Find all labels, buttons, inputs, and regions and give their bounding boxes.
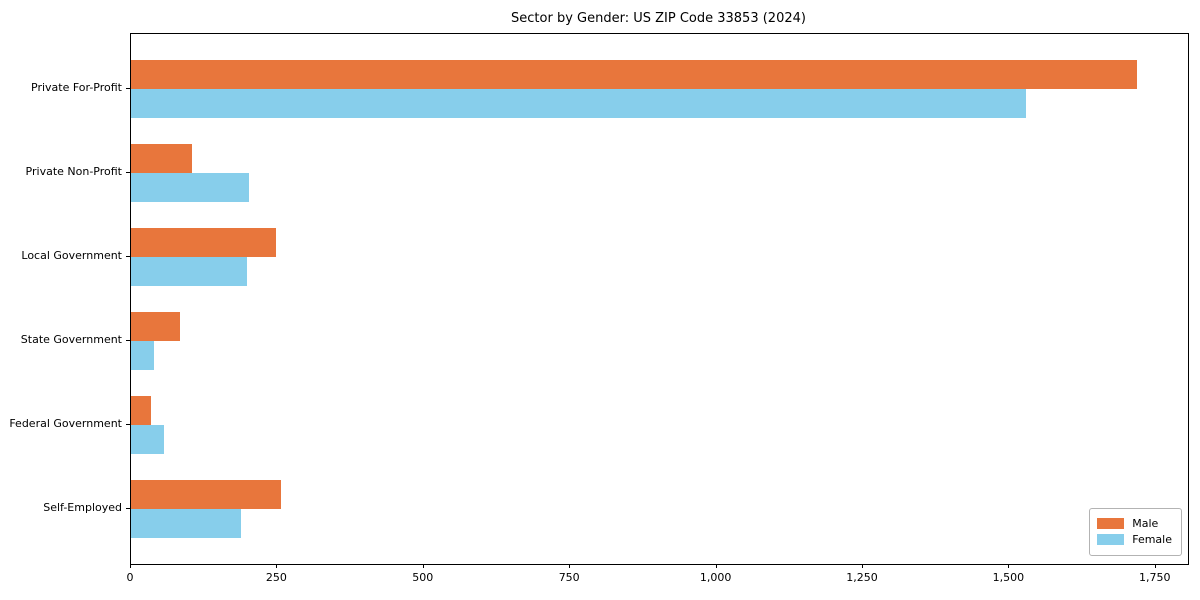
y-axis-label-federal-government: Federal Government [9, 417, 122, 431]
bar-female-local-government [131, 256, 247, 286]
x-tick-label: 750 [558, 571, 580, 584]
x-tick-label: 1,000 [699, 571, 732, 584]
x-tick-mark [1154, 564, 1156, 568]
x-tick-mark [422, 564, 424, 568]
bar-male-state-government [131, 311, 180, 341]
bar-male-private-non-profit [131, 143, 192, 173]
x-tick-mark [715, 564, 717, 568]
x-tick-mark [861, 564, 863, 568]
y-tick-mark [126, 507, 130, 509]
legend: Male Female [1089, 508, 1182, 556]
x-tick-mark [130, 564, 131, 568]
y-axis-label-private-for-profit: Private For-Profit [31, 81, 122, 95]
y-tick-mark [126, 339, 130, 341]
x-tick-mark [1008, 564, 1010, 568]
x-tick-label: 0 [126, 571, 134, 584]
y-axis-label-local-government: Local Government [21, 249, 122, 263]
legend-label-female: Female [1132, 533, 1172, 546]
bar-female-self-employed [131, 508, 241, 538]
legend-swatch-female [1097, 534, 1125, 545]
bar-female-private-non-profit [131, 172, 250, 202]
bar-male-federal-government [131, 395, 152, 425]
bar-male-private-for-profit [131, 59, 1138, 89]
bar-female-private-for-profit [131, 88, 1026, 118]
x-tick-label: 1,250 [846, 571, 878, 584]
x-tick-label: 500 [412, 571, 434, 584]
bar-female-state-government [131, 340, 154, 370]
x-tick-label: 1,750 [1139, 571, 1171, 584]
legend-item-female: Female [1097, 533, 1172, 546]
legend-item-male: Male [1097, 517, 1172, 530]
y-tick-mark [126, 87, 130, 89]
y-axis-label-private-non-profit: Private Non-Profit [25, 165, 122, 179]
x-tick-label: 250 [265, 571, 287, 584]
chart-title: Sector by Gender: US ZIP Code 33853 (202… [511, 11, 806, 26]
bar-female-federal-government [131, 424, 164, 454]
x-tick-mark [276, 564, 278, 568]
y-tick-mark [126, 423, 130, 425]
y-axis-label-self-employed: Self-Employed [43, 501, 122, 515]
bar-male-local-government [131, 227, 277, 257]
x-tick-label: 1,500 [992, 571, 1025, 584]
legend-swatch-male [1097, 518, 1125, 529]
legend-label-male: Male [1132, 517, 1159, 530]
x-tick-mark [569, 564, 571, 568]
y-tick-mark [126, 255, 130, 257]
plot-area: Male Female [130, 33, 1189, 565]
y-tick-mark [126, 171, 130, 173]
y-axis-label-state-government: State Government [20, 333, 122, 347]
bar-male-self-employed [131, 479, 281, 509]
